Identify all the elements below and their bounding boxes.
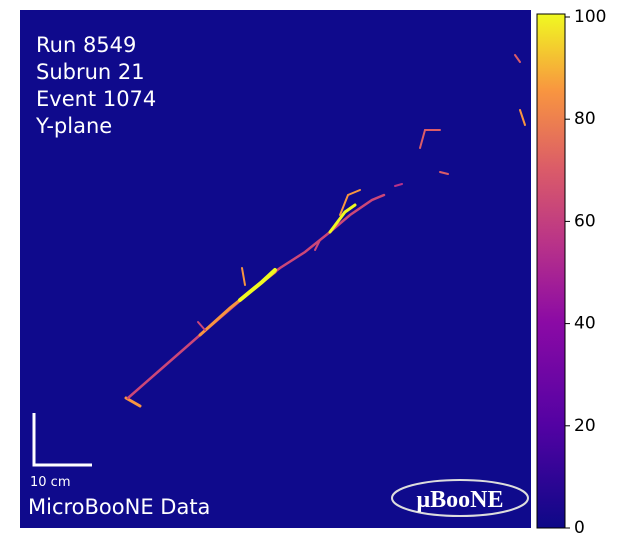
colorbar-tick-label: 20 — [574, 416, 596, 436]
colorbar-tick-label: 40 — [574, 314, 596, 334]
colorbar-tick-label: 0 — [574, 518, 585, 536]
page: {"overlay": {"run": "Run 8549", "subrun"… — [0, 0, 621, 536]
scale-label: 10 cm — [30, 475, 71, 490]
logo: μBooNE — [417, 487, 504, 513]
colorbar-tick-label: 100 — [574, 7, 606, 27]
caption: MicroBooNE Data — [28, 495, 210, 519]
event-label: Event 1074 — [36, 87, 156, 111]
colorbar — [537, 14, 565, 528]
plane-label: Y-plane — [35, 114, 112, 138]
subrun-label: Subrun 21 — [36, 60, 145, 84]
run-label: Run 8549 — [36, 33, 136, 57]
colorbar-tick-label: 60 — [574, 211, 596, 231]
colorbar-tick-label: 80 — [574, 109, 596, 129]
event-display: Run 8549 Subrun 21 Event 1074 Y-plane 10… — [0, 0, 621, 536]
